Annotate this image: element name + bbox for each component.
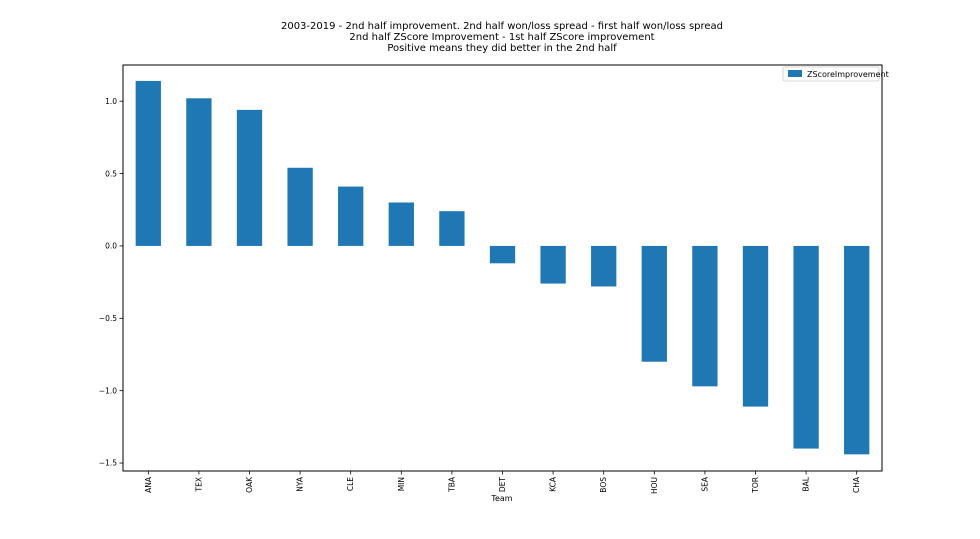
y-tick-label: 0.5: [105, 169, 117, 178]
x-tick-label-cha: CHA: [852, 476, 861, 493]
x-tick-label-nya: NYA: [296, 476, 305, 492]
bar-det: [489, 245, 516, 264]
x-tick-label-det: DET: [498, 477, 507, 493]
x-tick-label-tex: TEX: [194, 477, 203, 492]
bar-tex: [186, 98, 212, 246]
bar-tba: [439, 211, 465, 246]
y-tick-label: −1.0: [99, 386, 117, 395]
legend-swatch: [788, 70, 802, 77]
y-tick-label: −0.5: [99, 314, 117, 323]
bar-sea: [692, 245, 718, 387]
x-tick-label-oak: OAK: [245, 476, 254, 493]
x-tick-label-min: MIN: [397, 477, 406, 491]
bar-oak: [236, 109, 263, 246]
bar-tor: [742, 245, 769, 407]
bar-bos: [591, 245, 617, 287]
x-tick-label-ana: ANA: [144, 476, 153, 493]
x-tick-label-cle: CLE: [346, 477, 355, 491]
x-tick-label-kca: KCA: [549, 476, 558, 492]
bar-min: [388, 202, 414, 246]
x-tick-label-tba: TBA: [447, 476, 456, 493]
bar-nya: [287, 167, 313, 246]
y-axis-ticks: 1.0 0.5 0.0 −0.5 −1.0 −1.5: [99, 97, 123, 468]
bar-cle: [338, 186, 364, 246]
x-axis-label: Team: [490, 494, 512, 503]
y-tick-label: 0.0: [105, 242, 117, 251]
bars-layer: [135, 80, 870, 455]
y-tick-label: −1.5: [99, 459, 117, 468]
chart-title-line-2: 2nd half ZScore Improvement - 1st half Z…: [349, 32, 654, 43]
x-tick-label-tor: TOR: [751, 477, 760, 494]
x-tick-label-bal: BAL: [802, 476, 811, 491]
y-tick-label: 1.0: [105, 97, 117, 106]
bar-cha: [844, 245, 870, 455]
chart-title-line-3: Positive means they did better in the 2n…: [387, 43, 617, 54]
bar-hou: [641, 245, 667, 362]
x-tick-label-hou: HOU: [650, 477, 659, 494]
bar-kca: [540, 245, 566, 284]
legend-label: ZScoreImprovement: [807, 70, 889, 79]
legend: ZScoreImprovement: [782, 66, 889, 82]
bar-bal: [793, 245, 819, 449]
legend-box: [782, 66, 880, 82]
x-tick-label-bos: BOS: [599, 477, 608, 493]
x-tick-label-sea: SEA: [700, 476, 709, 491]
bar-ana: [135, 80, 161, 246]
plot-frame: [122, 64, 883, 472]
chart-title-line-1: 2003-2019 - 2nd half improvement. 2nd ha…: [281, 21, 723, 32]
x-axis-ticks: ANA TEX OAK NYA CLE MIN TBA DET KCA BOS HOU SEA TOR B…: [144, 471, 861, 494]
